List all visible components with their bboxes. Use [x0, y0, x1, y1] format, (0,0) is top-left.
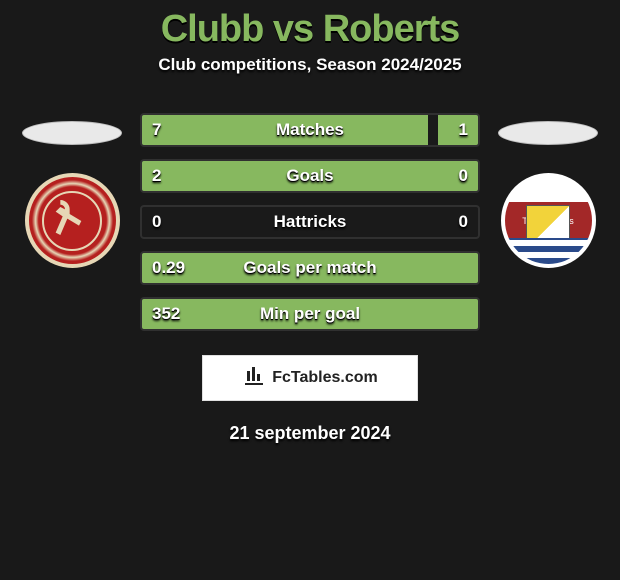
value-right: 1	[459, 115, 468, 145]
team-crest-left	[25, 173, 120, 268]
stat-row: 7Matches1	[140, 113, 480, 147]
team-crest-right: The Nomads	[501, 173, 596, 268]
branding-text: FcTables.com	[272, 369, 378, 387]
page-title: Clubb vs Roberts	[0, 8, 620, 51]
waves-icon	[505, 238, 592, 264]
player-photo-placeholder-left	[22, 121, 122, 145]
stat-row: 0.29Goals per match	[140, 251, 480, 285]
stat-row: 352Min per goal	[140, 297, 480, 331]
value-right: 0	[459, 207, 468, 237]
archer-icon	[42, 191, 102, 251]
right-column: The Nomads	[498, 113, 598, 331]
stat-row: 2Goals0	[140, 159, 480, 193]
date-text: 21 september 2024	[0, 423, 620, 444]
stat-label: Hattricks	[142, 207, 478, 237]
stat-label: Goals per match	[142, 253, 478, 283]
player-photo-placeholder-right	[498, 121, 598, 145]
stat-label: Min per goal	[142, 299, 478, 329]
infographic-root: Clubb vs Roberts Club competitions, Seas…	[0, 0, 620, 444]
stat-label: Goals	[142, 161, 478, 191]
branding-badge: FcTables.com	[202, 355, 418, 401]
bar-chart-icon	[242, 364, 266, 393]
stat-row: 0Hattricks0	[140, 205, 480, 239]
stat-label: Matches	[142, 115, 478, 145]
comparison-bars: 7Matches12Goals00Hattricks00.29Goals per…	[140, 113, 480, 331]
value-right: 0	[459, 161, 468, 191]
left-column	[22, 113, 122, 331]
subtitle: Club competitions, Season 2024/2025	[0, 55, 620, 75]
main-content: 7Matches12Goals00Hattricks00.29Goals per…	[0, 113, 620, 331]
